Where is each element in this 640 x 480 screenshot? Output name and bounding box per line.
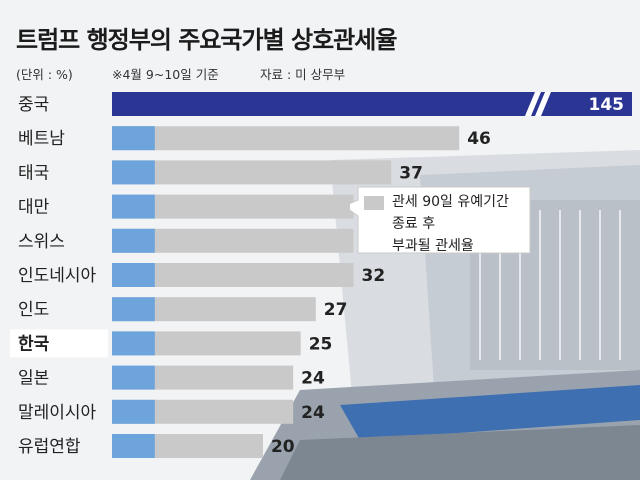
bar-blue-part	[112, 399, 155, 424]
axis-break-mark	[525, 92, 541, 116]
highlight-box	[10, 329, 108, 358]
legend-callout: 관세 90일 유예기간 종료 후 부과될 관세율	[350, 186, 534, 254]
value-label: 46	[467, 129, 491, 149]
value-label: 37	[399, 163, 423, 183]
category-label: 베트남	[18, 129, 65, 149]
bar-blue-part	[112, 434, 155, 458]
bar-blue-part	[112, 228, 155, 253]
category-label: 인도네시아	[18, 266, 97, 286]
category-label: 태국	[18, 163, 49, 183]
value-label: 24	[301, 403, 325, 423]
bar-blue-part	[112, 263, 155, 287]
bar-gray-part	[112, 126, 460, 151]
value-label: 24	[301, 369, 325, 389]
category-label: 대만	[18, 198, 50, 218]
category-label: 유럽연합	[18, 437, 81, 457]
axis-break-mark	[535, 92, 551, 116]
date-note: ※4월 9~10일 기준	[112, 67, 219, 82]
value-label: 27	[324, 300, 348, 320]
legend-text: 관세 90일 유예기간 종료 후 부과될 관세율	[392, 194, 509, 254]
bar-blue-part	[112, 297, 155, 322]
category-label: 스위스	[18, 232, 65, 252]
bar-china	[112, 92, 632, 116]
legend-swatch	[364, 196, 384, 210]
bar-blue-part	[112, 194, 155, 219]
value-label: 20	[271, 437, 295, 457]
bar-blue-part	[112, 126, 155, 151]
category-label: 일본	[18, 369, 49, 389]
category-label: 한국	[18, 334, 50, 354]
unit-note: (단위 : %)	[16, 67, 73, 82]
bar-blue-part	[112, 160, 155, 185]
bar-blue-part	[112, 365, 155, 390]
source-note: 자료 : 미 상무부	[260, 67, 346, 82]
category-label: 중국	[18, 95, 49, 115]
bar-gray-part	[112, 160, 392, 185]
value-label: 25	[309, 334, 333, 354]
category-label: 말레이시아	[18, 403, 97, 423]
category-label: 인도	[18, 300, 49, 320]
value-label: 145	[589, 95, 625, 115]
bar-blue-part	[112, 331, 155, 356]
value-label: 32	[362, 266, 386, 286]
chart-title: 트럼프 행정부의 주요국가별 상호관세율	[16, 26, 397, 54]
